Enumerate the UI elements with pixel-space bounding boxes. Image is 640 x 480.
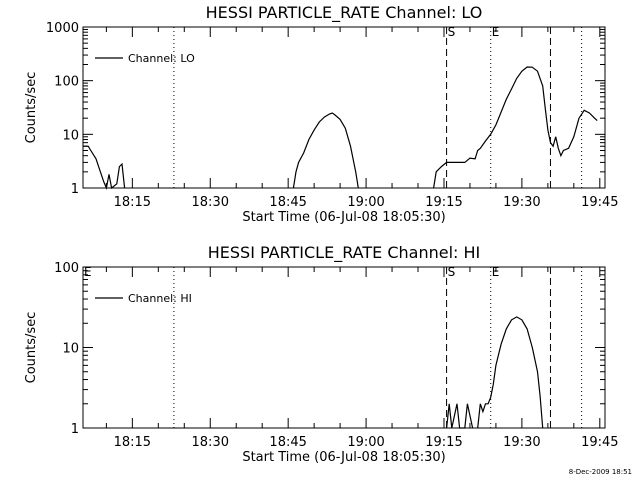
- lo-marker-label: S: [448, 25, 456, 39]
- hi-series-line: [446, 403, 474, 429]
- lo-series-line: [292, 112, 359, 189]
- lo-y-tick-label: 1000: [46, 21, 79, 36]
- lo-marker-label: E: [492, 25, 500, 39]
- lo-series-line: [433, 66, 598, 189]
- lo-legend-label: Channel: LO: [128, 52, 195, 65]
- lo-y-axis-title: Counts/sec: [24, 72, 39, 144]
- hi-x-tick-label: 18:45: [269, 435, 306, 450]
- hi-x-axis-title: Start Time (06-Jul-08 18:05:30): [242, 450, 445, 465]
- hi-marker-label: S: [448, 265, 456, 279]
- hi-x-tick-label: 19:00: [347, 435, 384, 450]
- hi-chart-title: HESSI PARTICLE_RATE Channel: HI: [208, 243, 481, 263]
- lo-y-tick-label: 100: [54, 75, 79, 90]
- hi-y-tick-label: 1: [71, 422, 79, 437]
- lo-x-tick-label: 18:15: [114, 195, 151, 210]
- lo-plot-frame: [82, 26, 606, 189]
- lo-x-tick-label: 19:30: [503, 195, 540, 210]
- hi-y-axis-title: Counts/sec: [24, 312, 39, 384]
- lo-x-tick-label: 18:45: [269, 195, 306, 210]
- lo-x-axis-title: Start Time (06-Jul-08 18:05:30): [242, 210, 445, 225]
- hi-x-tick-label: 19:30: [503, 435, 540, 450]
- lo-y-tick-label: 10: [62, 128, 79, 143]
- lo-y-tick-label: 1: [71, 182, 79, 197]
- hi-y-tick-label: 100: [54, 261, 79, 276]
- lo-x-tick-label: 19:45: [581, 195, 618, 210]
- hi-series-line: [477, 316, 544, 429]
- lo-series-line: [83, 145, 126, 191]
- hi-x-tick-label: 19:15: [425, 435, 462, 450]
- lo-x-tick-label: 19:00: [347, 195, 384, 210]
- lo-chart-title: HESSI PARTICLE_RATE Channel: LO: [206, 3, 483, 23]
- lo-x-tick-label: 19:15: [425, 195, 462, 210]
- lo-x-tick-label: 18:30: [192, 195, 229, 210]
- hi-y-tick-label: 10: [62, 342, 79, 357]
- hi-marker-label: E: [492, 265, 500, 279]
- hi-x-tick-label: 18:30: [192, 435, 229, 450]
- hi-legend-label: Channel: HI: [128, 292, 192, 305]
- hi-x-tick-label: 19:45: [581, 435, 618, 450]
- hi-marker-label: E: [84, 265, 92, 279]
- footer-timestamp: 8-Dec-2009 18:51: [569, 468, 632, 476]
- hi-x-tick-label: 18:15: [114, 435, 151, 450]
